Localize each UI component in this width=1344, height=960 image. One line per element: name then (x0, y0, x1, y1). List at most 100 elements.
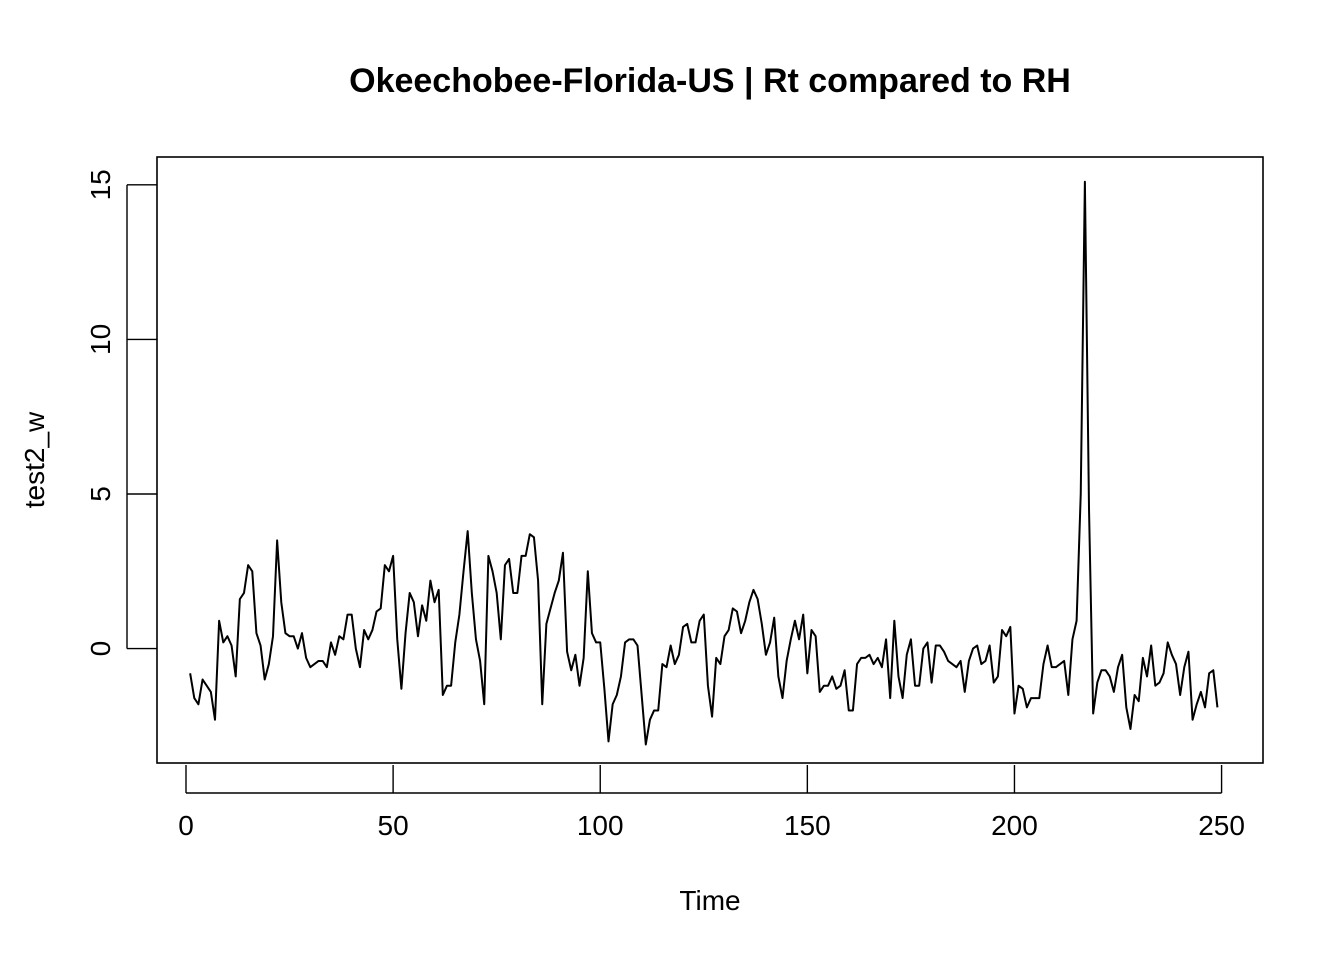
data-point (935, 645, 937, 647)
data-point (504, 564, 506, 566)
data-point (864, 657, 866, 659)
data-point (781, 697, 783, 699)
data-point (438, 589, 440, 591)
data-point (458, 614, 460, 616)
data-point (1192, 719, 1194, 721)
data-point (276, 539, 278, 541)
y-axis: 0 5 10 15 (85, 169, 157, 656)
data-point (798, 638, 800, 640)
data-point (1187, 651, 1189, 653)
x-tick-label: 0 (178, 810, 194, 841)
data-point (1167, 641, 1169, 643)
data-point (761, 623, 763, 625)
data-point (1100, 669, 1102, 671)
data-point (525, 555, 527, 557)
data-point (429, 580, 431, 582)
data-point (968, 660, 970, 662)
data-point (831, 675, 833, 677)
data-point (1142, 657, 1144, 659)
data-point (1018, 685, 1020, 687)
x-tick-label: 250 (1198, 810, 1245, 841)
data-point (897, 675, 899, 677)
data-point (893, 620, 895, 622)
data-point (1105, 669, 1107, 671)
data-point (881, 666, 883, 668)
data-point (1034, 697, 1036, 699)
data-point (794, 620, 796, 622)
data-point (777, 675, 779, 677)
data-point (1088, 508, 1090, 510)
data-point (943, 651, 945, 653)
data-point (939, 645, 941, 647)
data-point (661, 663, 663, 665)
data-point (724, 635, 726, 637)
data-point (1109, 675, 1111, 677)
y-axis-label: test2_w (19, 411, 50, 508)
x-tick-label: 100 (577, 810, 624, 841)
y-tick-label: 15 (85, 169, 116, 200)
data-point (545, 623, 547, 625)
data-point (976, 645, 978, 647)
data-point (334, 654, 336, 656)
data-point (964, 691, 966, 693)
data-point (392, 555, 394, 557)
data-point (715, 657, 717, 659)
data-point (189, 672, 191, 674)
x-axis-label: Time (679, 885, 740, 916)
data-point (690, 641, 692, 643)
data-point (719, 663, 721, 665)
data-point (620, 675, 622, 677)
data-point (1076, 620, 1078, 622)
data-point (376, 611, 378, 613)
data-point (711, 716, 713, 718)
data-point (367, 638, 369, 640)
data-point (305, 657, 307, 659)
data-point (972, 648, 974, 650)
data-point (1009, 626, 1011, 628)
data-point (1163, 672, 1165, 674)
data-point (906, 654, 908, 656)
data-point (649, 719, 651, 721)
data-point (1134, 694, 1136, 696)
data-point (868, 654, 870, 656)
data-point (848, 709, 850, 711)
data-point (558, 580, 560, 582)
data-point (695, 641, 697, 643)
data-point (413, 601, 415, 603)
data-point (284, 632, 286, 634)
data-point (371, 629, 373, 631)
data-point (1030, 697, 1032, 699)
y-tick-label: 0 (85, 641, 116, 657)
data-point (748, 601, 750, 603)
data-point (446, 685, 448, 687)
data-point (400, 688, 402, 690)
data-point (322, 660, 324, 662)
data-point (363, 629, 365, 631)
data-point (1171, 654, 1173, 656)
data-point (873, 663, 875, 665)
data-point (442, 694, 444, 696)
x-tick-label: 200 (991, 810, 1038, 841)
data-point (521, 555, 523, 557)
data-point (1022, 688, 1024, 690)
data-point (1055, 666, 1057, 668)
data-point (752, 589, 754, 591)
data-point (765, 654, 767, 656)
data-point (1038, 697, 1040, 699)
data-point (616, 694, 618, 696)
data-point (202, 679, 204, 681)
plot-area-border (156, 156, 1264, 764)
data-point (243, 592, 245, 594)
data-point (1092, 713, 1094, 715)
data-point (570, 669, 572, 671)
data-point (682, 626, 684, 628)
data-point (206, 685, 208, 687)
data-point (628, 638, 630, 640)
data-point (1208, 672, 1210, 674)
data-point (1129, 728, 1131, 730)
data-point (355, 648, 357, 650)
data-point (993, 682, 995, 684)
data-point (885, 638, 887, 640)
data-point (815, 635, 817, 637)
